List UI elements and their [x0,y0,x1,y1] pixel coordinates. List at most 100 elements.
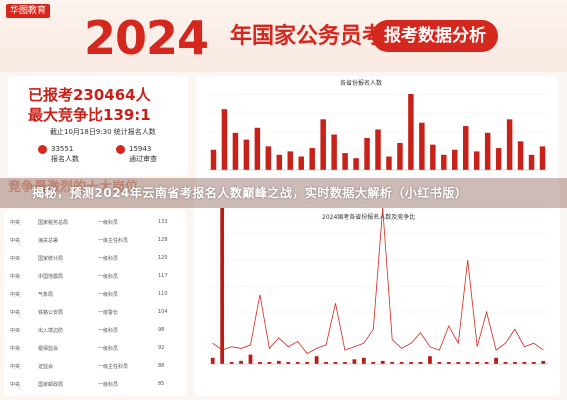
bar [419,122,425,170]
bar [265,146,272,170]
bar [364,137,370,170]
bar [494,357,498,364]
stat-dot-icon [116,144,125,154]
bar [309,148,315,170]
table-row: 中央 证监会 一级主任科员 88 [8,358,184,374]
bar [267,362,272,364]
faded-heading: 竞争最激烈的十大岗位 [8,180,139,195]
table-cell: 88 [158,363,165,369]
table-cell: 一级科员 [98,274,119,280]
brand-logo: 华图教育 [6,4,51,18]
ratio-line [212,207,544,355]
bar [320,119,326,170]
table-cell: 国家统计局 [38,256,64,262]
bar [220,208,225,364]
table-row: 中央 国家税务总局 一级科员 133 [8,214,184,230]
table-cell: 128 [158,237,168,243]
applicants-count: 已报考230464人 [28,86,151,104]
table-cell: 一级科员 [98,256,119,262]
table-cell: 国家邮政局 [38,382,64,388]
competition-ratio: 最大竞争比139:1 [28,106,151,124]
bar [390,362,395,364]
table-cell: 133 [158,219,168,225]
bar [343,362,347,364]
table-cell: 一级科员 [98,382,119,388]
table-cell: 中央 [10,238,21,244]
bar [331,134,337,170]
article-title[interactable]: 揭秘，预测2024年云南省考报名人数巅峰之战，实时数据大解析（小红书版） [32,186,468,200]
table-cell: 气象局 [38,292,54,298]
bar [352,359,357,364]
bar [418,362,423,364]
bar [463,126,469,170]
bar [258,362,262,364]
bar [342,153,348,170]
table-cell: 110 [158,291,168,297]
bar [276,360,281,364]
bar [248,354,253,364]
bar [386,156,392,170]
table-cell: 一级主任科员 [98,238,129,244]
table-cell: 中央 [10,328,21,334]
table-cell: 中国地震局 [38,274,64,280]
table-cell: 中央 [10,346,21,352]
bar [333,362,338,364]
data-analysis-button[interactable]: 报考数据分析 [372,20,498,52]
top-positions-table: 中央 国家税务总局 一级科员 133 中央 海关总署 一级主任科员 128 中央 国家统计局 一级科… [4,210,186,396]
table-cell: 国家税务总局 [38,220,69,226]
table-cell: 中央 [10,364,21,370]
table-row: 中央 国家统计局 一级科员 120 [8,250,184,266]
bar [353,158,359,170]
bar [456,362,461,364]
table-cell: 85 [158,381,165,387]
bar [221,109,228,170]
table-cell: 中央 [10,310,21,316]
bar [517,141,524,170]
title-overlay [0,178,567,208]
bar [473,151,480,170]
bar [430,144,436,170]
bar [397,142,403,170]
table-cell: 98 [158,327,165,333]
table-cell: 中央 [10,382,21,388]
table-cell: 一级科员 [98,292,119,298]
table-cell: 120 [158,255,168,261]
bar [232,132,239,170]
bar [314,356,319,364]
bar [539,146,546,170]
bar [210,149,217,170]
bar [452,149,458,170]
bar [254,127,261,170]
bar [441,154,447,170]
table-row: 中央 铁路公安局 一级警长 104 [8,304,184,320]
table-row: 中央 国家邮政局 一级科员 85 [8,376,184,392]
bar [484,132,491,170]
bar [437,362,442,364]
bar [408,94,414,170]
stat-dot-icon [38,144,47,154]
table-cell: 中央 [10,220,21,226]
bar [295,362,300,364]
bar [495,148,502,170]
bar [305,362,310,364]
table-cell: 117 [158,273,168,279]
bar [465,362,470,364]
bar [506,119,513,170]
table-cell: 中央 [10,274,21,280]
table-cell: 银保监会 [38,346,59,352]
table-row: 中央 银保监会 一级科员 92 [8,340,184,356]
bar [503,362,508,364]
bar [484,362,489,364]
table-row: 中央 中国地震局 一级科员 117 [8,268,184,284]
bar [371,362,376,364]
table-cell: 92 [158,345,165,351]
bottom-chart-card [194,182,560,396]
stats-card [8,76,188,176]
bar [475,362,480,364]
table-cell: 出入境边防 [38,328,64,334]
table-cell: 海关总署 [38,238,59,244]
table-row: 中央 气象局 一级科员 110 [8,286,184,302]
bar [210,357,215,364]
table-cell: 证监会 [38,364,54,370]
table-cell: 一级主任科员 [98,364,129,370]
